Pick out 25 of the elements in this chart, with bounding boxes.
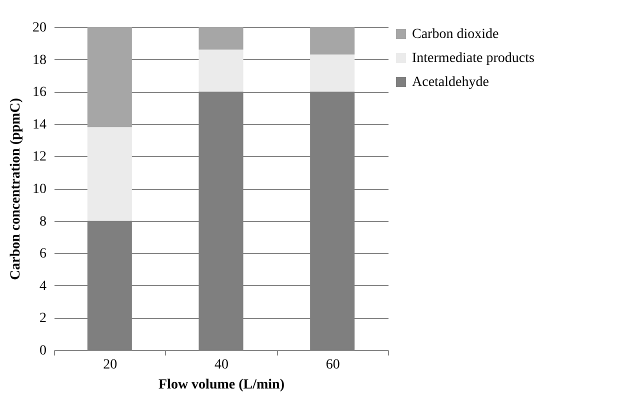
- y-tick-label: 4: [40, 278, 46, 294]
- bar: [310, 27, 355, 54]
- bar: [87, 27, 132, 128]
- x-tick-label: 60: [326, 358, 340, 372]
- y-tick-label: 6: [40, 246, 46, 262]
- x-axis-title: Flow volume (L/min): [158, 378, 285, 392]
- bar: [310, 54, 355, 92]
- y-tick-label: 2: [40, 311, 46, 326]
- x-tick-label: 20: [103, 358, 118, 372]
- legend-label: Intermediate products: [412, 51, 534, 66]
- y-tick-label: 20: [32, 20, 46, 36]
- legend-label: Carbon dioxide: [412, 27, 499, 42]
- y-tick-label: 18: [32, 52, 46, 68]
- y-tick-label: 10: [32, 182, 46, 197]
- legend-label: Acetaldehyde: [412, 75, 489, 90]
- y-tick-label: 14: [32, 117, 46, 132]
- y-tick-label: 12: [32, 150, 46, 165]
- y-axis-title: Carbon concentration (ppmC): [8, 98, 24, 280]
- x-tick-label: 40: [214, 358, 228, 372]
- y-tick-label: 8: [40, 214, 46, 230]
- y-tick-label: 16: [32, 85, 46, 100]
- bar: [198, 27, 244, 50]
- bar: [87, 127, 132, 221]
- y-tick-label: 0: [40, 344, 46, 358]
- bar: [198, 50, 244, 92]
